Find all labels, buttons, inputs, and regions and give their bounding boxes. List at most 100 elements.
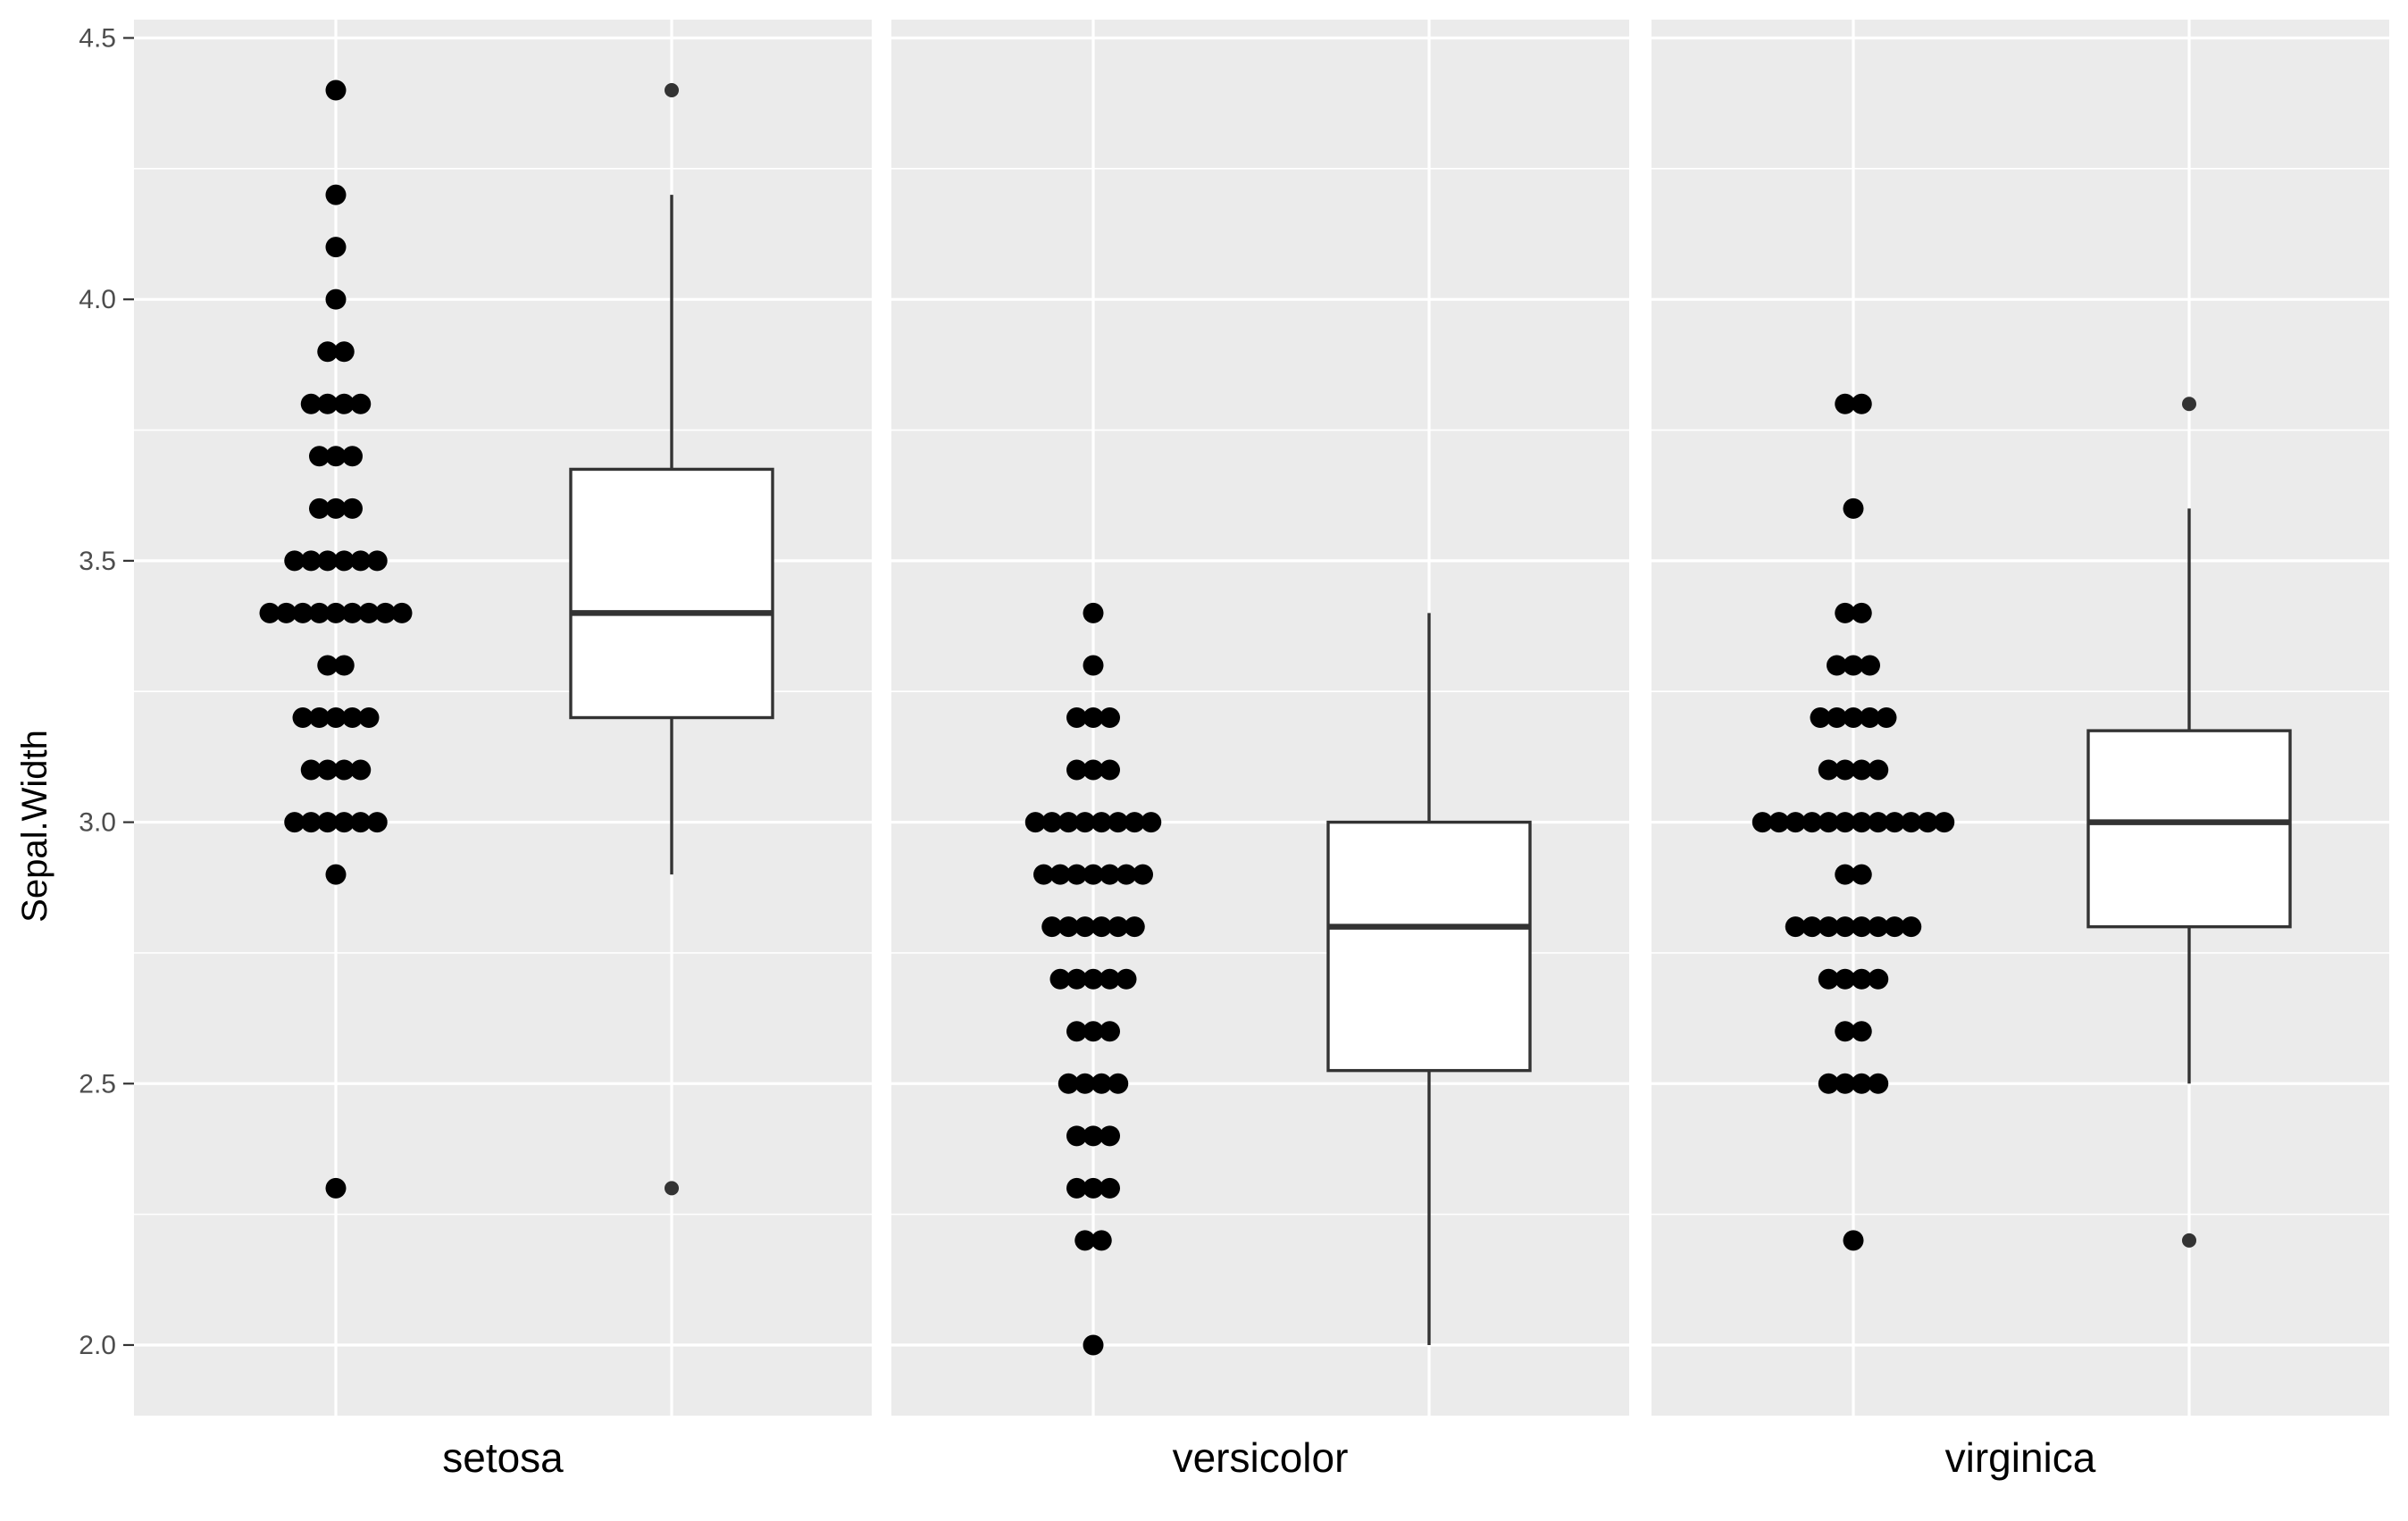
dot-point (1835, 968, 1856, 990)
dot-point (1058, 812, 1079, 833)
dot-point (1868, 759, 1889, 781)
dot-point (1091, 1073, 1112, 1094)
dot-point (1083, 759, 1104, 781)
dot-point (259, 602, 280, 623)
dot-point (325, 864, 347, 885)
panel-background (891, 20, 1629, 1416)
outlier-point (665, 1181, 679, 1196)
dot-point (333, 550, 355, 572)
outlier-point (2182, 397, 2196, 412)
dot-point (1884, 812, 1905, 833)
dot-point (358, 707, 380, 728)
dot-point (325, 288, 347, 310)
box-iqr (1326, 820, 1532, 1073)
boxplot-virginica (2086, 397, 2292, 1248)
dot-point (1835, 1021, 1856, 1042)
dot-point (1066, 968, 1087, 990)
dot-point (1083, 602, 1104, 623)
x-category-label: versicolor (1173, 1434, 1349, 1481)
dot-point (317, 393, 339, 414)
dot-point (1843, 497, 1864, 519)
y-tick-label: 2.0 (79, 1331, 116, 1360)
dot-point (1108, 812, 1129, 833)
dot-point (1851, 916, 1872, 938)
dot-point (1083, 1125, 1104, 1147)
dot-point (1785, 812, 1806, 833)
dot-point (1851, 393, 1872, 414)
dot-point (292, 707, 314, 728)
y-tick-label: 4.0 (79, 285, 116, 314)
dot-point (317, 655, 339, 676)
outlier-point (665, 83, 679, 98)
boxplot-setosa (569, 83, 774, 1196)
panel-background (1651, 20, 2389, 1416)
dot-point (375, 602, 396, 623)
dot-point (309, 497, 330, 519)
dot-point (1752, 812, 1773, 833)
dot-point (309, 707, 330, 728)
dot-point (325, 79, 347, 101)
dot-point (1851, 968, 1872, 990)
dot-point (1843, 655, 1864, 676)
dot-point (1083, 655, 1104, 676)
dot-point (350, 550, 372, 572)
dot-point (1917, 812, 1938, 833)
dot-point (1099, 968, 1120, 990)
dot-point (1091, 916, 1112, 938)
dot-point (1099, 759, 1120, 781)
dot-point (325, 446, 347, 467)
dot-point (342, 497, 363, 519)
dot-point (1868, 1073, 1889, 1094)
dot-point (358, 602, 380, 623)
dot-point (1851, 1073, 1872, 1094)
dot-point (1099, 864, 1120, 885)
dot-point (342, 602, 363, 623)
dotplot-virginica (1752, 393, 1955, 1251)
dot-point (1851, 864, 1872, 885)
dot-point (1810, 707, 1831, 728)
dot-point (1868, 968, 1889, 990)
dot-point (1066, 759, 1087, 781)
dot-point (325, 237, 347, 258)
dot-point (1083, 864, 1104, 885)
box-iqr (2086, 729, 2292, 929)
dot-point (1058, 916, 1079, 938)
dot-point (1901, 916, 1922, 938)
dot-point (1099, 707, 1120, 728)
panel-versicolor: versicolor (891, 20, 1629, 1481)
x-category-label: virginica (1945, 1434, 2096, 1481)
dot-point (1860, 707, 1880, 728)
dot-point (1901, 812, 1922, 833)
y-tick-label: 4.5 (79, 23, 116, 53)
dot-point (1835, 602, 1856, 623)
panels-layer: setosa versicolor virginica (134, 20, 2389, 1481)
dot-point (333, 393, 355, 414)
dot-point (1083, 707, 1104, 728)
dot-point (1802, 916, 1823, 938)
dot-point (1099, 1125, 1120, 1147)
dot-point (1868, 812, 1889, 833)
dot-point (309, 602, 330, 623)
y-axis-title: Sepal.Width (15, 730, 54, 923)
dot-point (325, 184, 347, 205)
dot-point (1851, 759, 1872, 781)
dot-point (366, 550, 388, 572)
dot-point (1835, 1073, 1856, 1094)
panel-virginica: virginica (1651, 20, 2389, 1481)
dot-point (1124, 916, 1145, 938)
dot-point (300, 550, 322, 572)
dot-point (276, 602, 297, 623)
dot-point (1066, 864, 1087, 885)
panel-setosa: setosa (134, 20, 872, 1481)
dot-point (317, 550, 339, 572)
dot-point (1768, 812, 1790, 833)
dot-point (1868, 916, 1889, 938)
dot-point (333, 812, 355, 833)
dot-point (284, 550, 305, 572)
dot-point (1049, 968, 1071, 990)
dot-point (1818, 916, 1839, 938)
dot-point (1066, 707, 1087, 728)
dot-point (309, 446, 330, 467)
dot-point (317, 341, 339, 363)
